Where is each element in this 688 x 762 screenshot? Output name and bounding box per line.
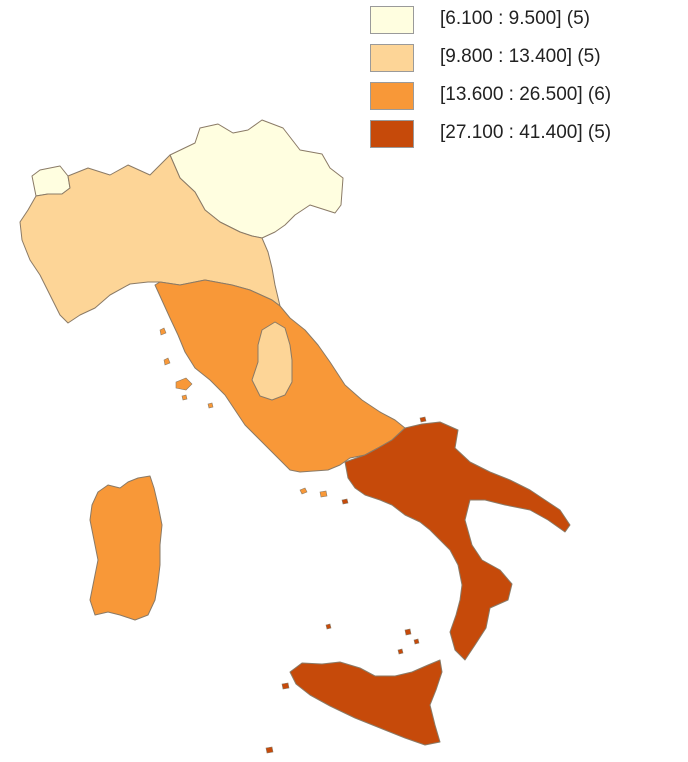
region-sicily [289,659,443,746]
islet-aeolian-2 [413,638,420,645]
legend-item: [27.100 : 41.400] (5) [370,120,680,158]
legend-label: [9.800 : 13.400] (5) [440,46,601,67]
islet-small-3 [181,394,188,401]
islet-ustica [325,623,332,630]
legend-item: [13.600 : 26.500] (6) [370,82,680,120]
islet-ischia [319,490,328,498]
islet-aeolian-3 [397,648,404,655]
legend-swatch [370,44,414,72]
legend-swatch [370,82,414,110]
legend-item: [6.100 : 9.500] (5) [370,6,680,44]
legend-label: [13.600 : 26.500] (6) [440,84,612,105]
legend-swatch [370,6,414,34]
islet-aeolian-1 [404,628,412,636]
islet-ponza [299,487,308,495]
legend-swatch [370,120,414,148]
region-sardinia [89,475,163,621]
islet-small-2 [163,357,171,366]
islet-pantelleria [265,746,274,754]
map-legend: [6.100 : 9.500] (5) [9.800 : 13.400] (5)… [370,6,680,158]
legend-label: [6.100 : 9.500] (5) [440,8,590,29]
legend-label: [27.100 : 41.400] (5) [440,122,612,143]
region-aosta [31,165,71,197]
islet-capri [341,498,349,505]
islet-elba [175,377,193,391]
region-umbria [251,321,293,401]
islet-small-4 [207,402,214,409]
islet-egadi [281,682,290,690]
islet-tremiti [419,416,427,423]
legend-item: [9.800 : 13.400] (5) [370,44,680,82]
islet-small-1 [159,327,167,336]
islets [159,327,427,754]
region-south [344,421,571,661]
